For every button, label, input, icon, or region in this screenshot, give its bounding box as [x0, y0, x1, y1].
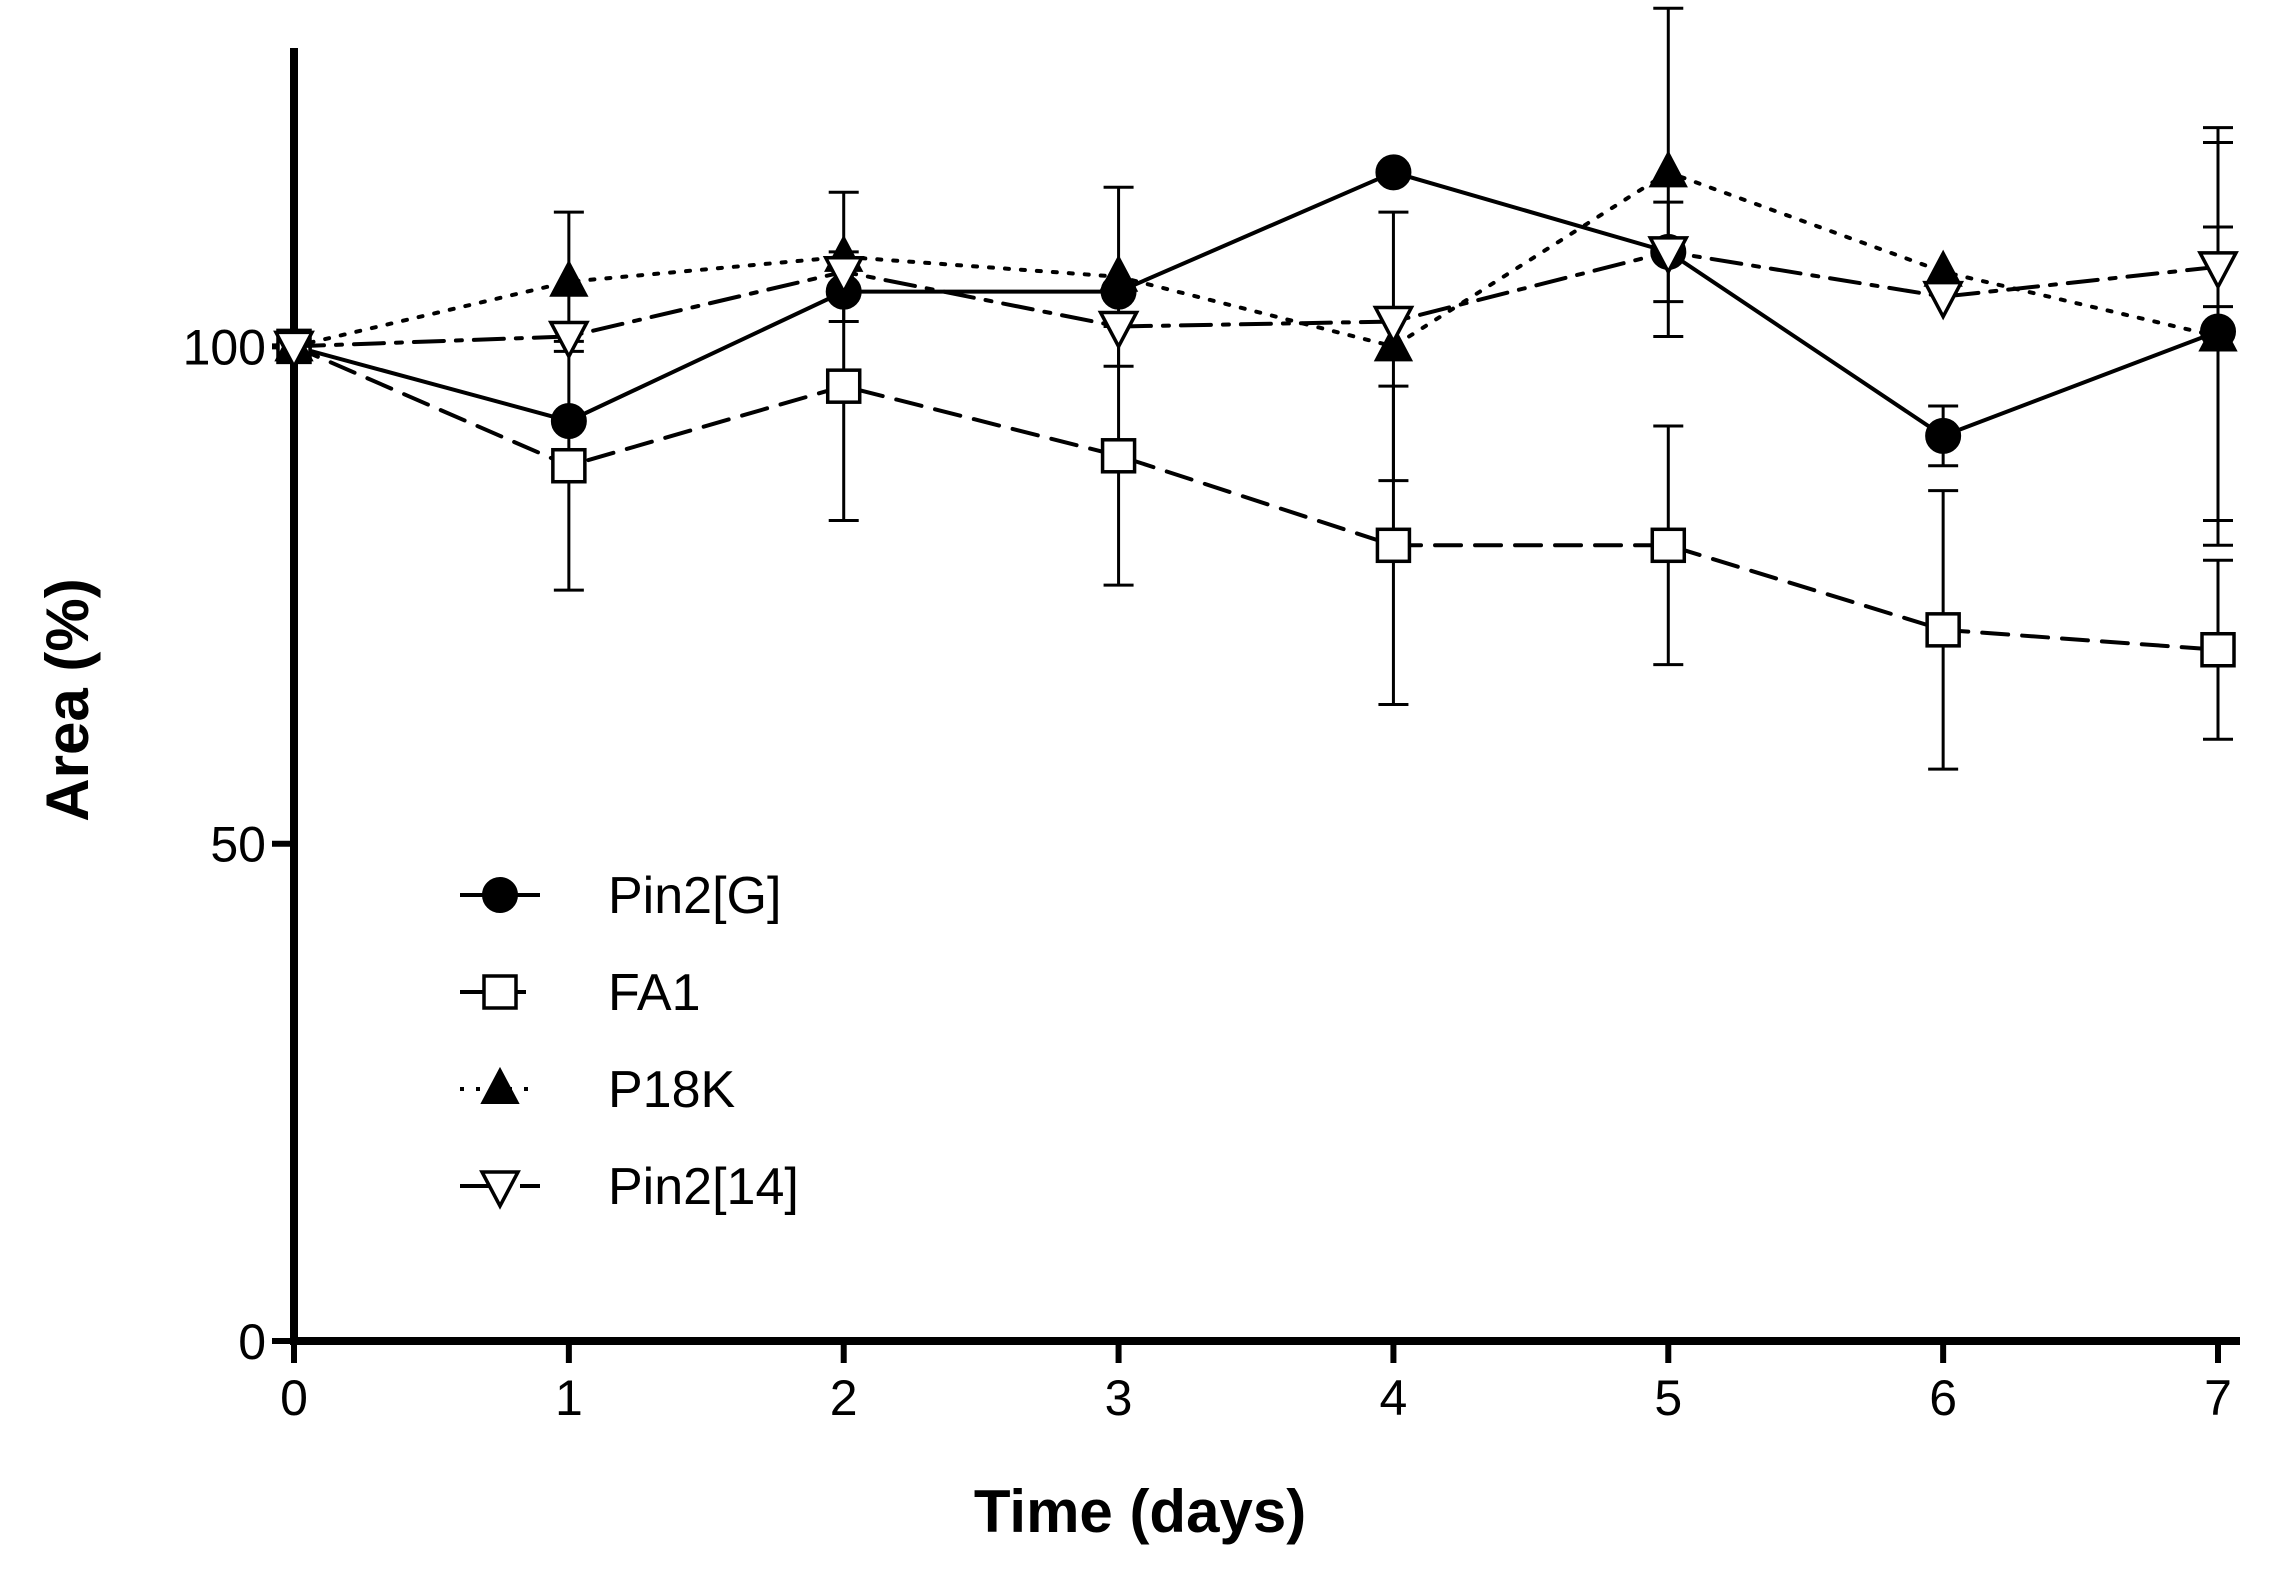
data-point	[1925, 417, 1962, 454]
x-tick-label: 6	[1929, 1370, 1957, 1426]
x-tick-label: 1	[555, 1370, 583, 1426]
series-line	[292, 344, 2220, 652]
legend-label: Pin2[14]	[608, 1158, 799, 1216]
legend-marker	[479, 1170, 521, 1210]
data-point	[1648, 150, 1688, 188]
series-line	[292, 170, 2220, 439]
series-line	[292, 249, 2220, 349]
x-axis-title: Time (days)	[974, 1478, 1306, 1545]
x-tick-label: 2	[830, 1370, 858, 1426]
data-point	[1100, 438, 1137, 474]
legend-item: Pin2[14]	[460, 1158, 799, 1216]
y-tick-label: 50	[210, 817, 266, 873]
data-point	[547, 320, 590, 361]
data-point	[1097, 310, 1140, 351]
data-point	[1925, 612, 1961, 648]
data-point	[1922, 280, 1965, 321]
y-tick-label: 100	[183, 319, 266, 375]
x-tick-label: 0	[280, 1370, 308, 1426]
series-line	[292, 170, 2220, 349]
data-point	[1923, 249, 1963, 287]
data-point	[1647, 236, 1690, 276]
data-point	[825, 368, 862, 404]
legend: Pin2[G] FA1 P18K Pin2[14]	[460, 867, 799, 1216]
data-point	[2200, 631, 2236, 668]
series-pin2-14-	[273, 200, 2239, 371]
legend-label: Pin2[G]	[608, 867, 781, 925]
y-tick-label: 0	[238, 1314, 266, 1370]
legend-item: Pin2[G]	[460, 867, 781, 925]
x-tick-label: 4	[1380, 1370, 1408, 1426]
legend-item: P18K	[460, 1061, 736, 1119]
series-layer	[273, 6, 2239, 771]
data-point	[273, 330, 315, 371]
data-point	[1375, 527, 1412, 564]
data-point	[822, 256, 865, 296]
series-fa1	[276, 250, 2236, 771]
legend-label: P18K	[608, 1061, 736, 1119]
data-point	[1098, 254, 1139, 292]
data-point	[1372, 305, 1415, 346]
legend-item: FA1	[460, 964, 701, 1022]
data-point	[1650, 527, 1687, 564]
legend-marker	[480, 1066, 520, 1104]
x-tick-label: 5	[1654, 1370, 1682, 1426]
ticks: 0 1 2 3 4 5 6 7 0 50 100	[183, 319, 2232, 1426]
x-tick-label: 7	[2204, 1370, 2232, 1426]
legend-marker	[482, 877, 518, 913]
legend-marker	[482, 974, 518, 1010]
data-point	[551, 447, 587, 484]
data-point	[2198, 314, 2238, 352]
data-point	[549, 259, 589, 297]
y-axis-title: Area (%)	[34, 578, 101, 821]
x-tick-label: 3	[1105, 1370, 1133, 1426]
data-point	[2197, 251, 2239, 291]
legend-label: FA1	[608, 964, 701, 1022]
axes: Time (days) Area (%)	[34, 48, 2240, 1545]
data-point	[1375, 154, 1412, 191]
